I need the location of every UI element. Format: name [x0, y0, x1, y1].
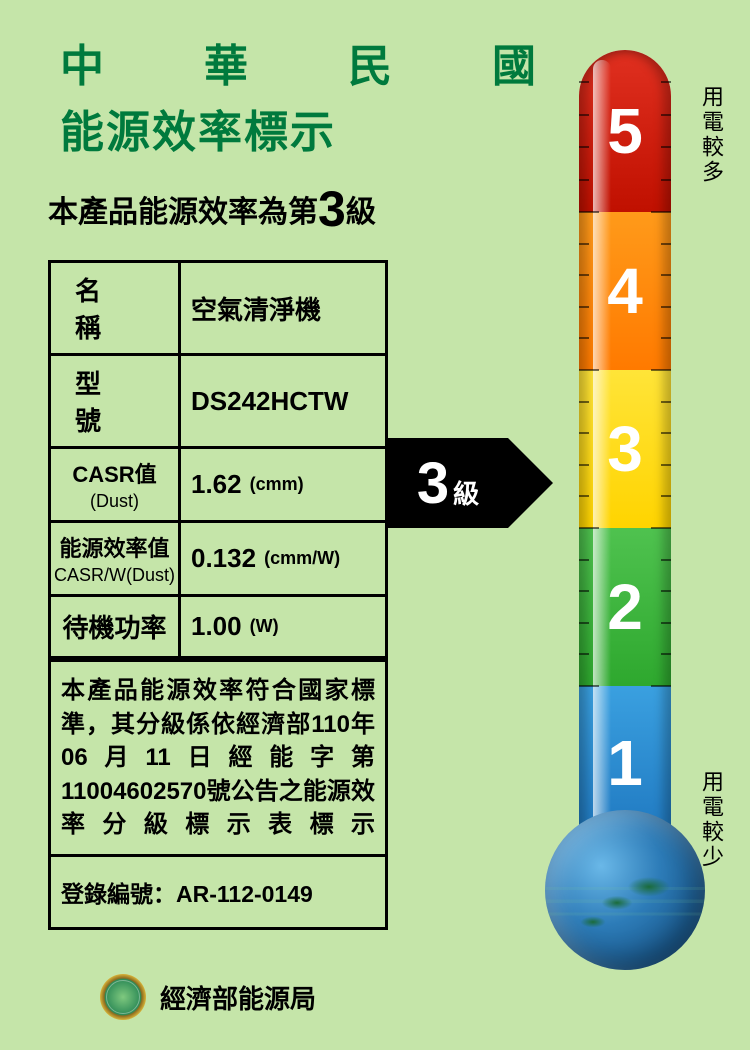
authority-name: 經濟部能源局	[160, 979, 316, 1016]
row-value: 1.62(cmm)	[181, 449, 385, 520]
row-value: 空氣清淨機	[181, 263, 385, 353]
thermometer-tube: 54321	[579, 50, 671, 840]
row-label: 名稱	[51, 263, 181, 353]
rating-suffix: 級	[346, 196, 376, 229]
row-label: 待機功率	[51, 597, 181, 656]
thermometer: 54321	[570, 50, 680, 970]
row-label: 型號	[51, 356, 181, 446]
arrow-suffix: 級	[453, 474, 479, 511]
rating-grade: 3	[318, 181, 346, 237]
row-value: 0.132(cmm/W)	[181, 523, 385, 594]
table-row: 能源效率值CASR/W(Dust)0.132(cmm/W)	[51, 523, 385, 597]
label-more-power: 用電較多	[695, 85, 727, 185]
spec-table: 名稱空氣清淨機型號DS242HCTWCASR值(Dust)1.62(cmm)能源…	[48, 260, 388, 930]
thermo-segment-4: 4	[579, 212, 671, 370]
table-row: 型號DS242HCTW	[51, 356, 385, 449]
thermo-segment-3: 3	[579, 370, 671, 528]
globe-bulb	[545, 810, 705, 970]
table-row: 待機功率1.00(W)	[51, 597, 385, 659]
label-title: 能源效率標示	[60, 96, 564, 160]
row-value: DS242HCTW	[181, 356, 385, 446]
registration-number: 登錄編號：AR-112-0149	[51, 854, 385, 927]
label-header: 中 華 民 國 能源效率標示	[60, 30, 564, 160]
rating-prefix: 本產品能源效率為第	[48, 196, 318, 229]
thermo-segment-2: 2	[579, 528, 671, 686]
grade-arrow: 3 級	[388, 438, 568, 528]
footer: 經濟部能源局	[100, 974, 316, 1020]
row-label: CASR值(Dust)	[51, 449, 181, 520]
row-value: 1.00(W)	[181, 597, 385, 656]
label-less-power: 用電較少	[695, 770, 727, 870]
table-row: 名稱空氣清淨機	[51, 263, 385, 356]
thermo-segment-5: 5	[579, 50, 671, 212]
row-label: 能源效率值CASR/W(Dust)	[51, 523, 181, 594]
country-name: 中 華 民 國	[60, 30, 564, 94]
arrow-grade: 3	[417, 450, 449, 517]
rating-statement: 本產品能源效率為第3級	[48, 180, 376, 238]
compliance-text: 本產品能源效率符合國家標準，其分級係依經濟部110年06月11日經能字第1100…	[51, 659, 385, 854]
energy-bureau-seal-icon	[100, 974, 146, 1020]
table-row: CASR值(Dust)1.62(cmm)	[51, 449, 385, 523]
